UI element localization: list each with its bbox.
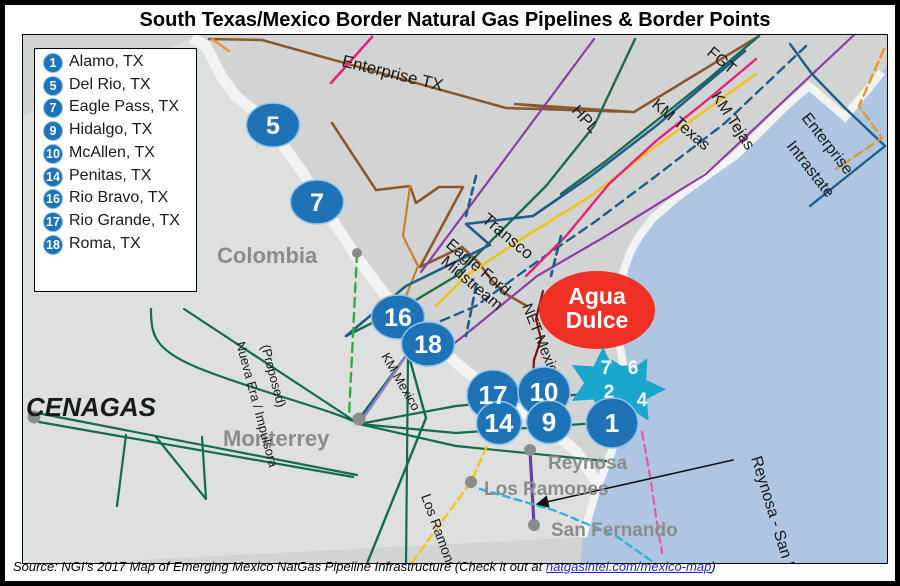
svg-text:7: 7 bbox=[310, 189, 324, 217]
svg-text:Colombia: Colombia bbox=[217, 243, 318, 268]
svg-text:Reynosa: Reynosa bbox=[548, 453, 628, 474]
svg-text:16: 16 bbox=[384, 304, 412, 332]
svg-text:4: 4 bbox=[637, 390, 648, 411]
svg-text:5: 5 bbox=[266, 112, 280, 140]
svg-text:CENAGAS: CENAGAS bbox=[26, 392, 157, 422]
svg-text:1: 1 bbox=[605, 408, 619, 438]
svg-text:6: 6 bbox=[628, 358, 639, 379]
svg-text:7: 7 bbox=[601, 358, 612, 379]
svg-text:Dulce: Dulce bbox=[566, 307, 629, 333]
svg-text:Los Ramones: Los Ramones bbox=[484, 479, 609, 500]
svg-text:17: 17 bbox=[479, 380, 508, 410]
svg-text:18: 18 bbox=[414, 331, 442, 359]
svg-text:Agua: Agua bbox=[568, 283, 626, 309]
svg-text:San Fernando: San Fernando bbox=[551, 520, 678, 541]
svg-text:10: 10 bbox=[530, 377, 559, 407]
svg-text:9: 9 bbox=[542, 407, 556, 437]
svg-text:14: 14 bbox=[485, 408, 514, 438]
